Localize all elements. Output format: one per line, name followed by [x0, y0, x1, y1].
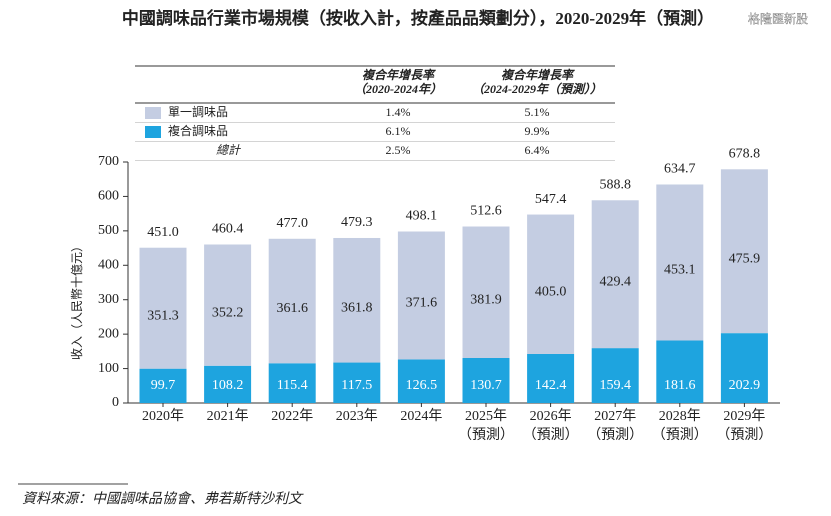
bar-segment	[591, 348, 639, 403]
bar-segment	[333, 237, 381, 363]
total-label: 547.4	[535, 192, 567, 207]
chart-title: 中國調味品行業市場規模（按收入計，按產品品類劃分），2020-2029年（預測）	[122, 8, 714, 28]
x-tick-label: 2029年	[723, 408, 765, 424]
value-label: 429.4	[599, 274, 631, 289]
bar-segment	[527, 353, 575, 403]
y-tick-label: 0	[112, 395, 119, 410]
bar-segment	[656, 340, 704, 403]
bar-segment	[397, 359, 445, 403]
bar-segment	[268, 363, 316, 403]
legend-swatch	[145, 126, 161, 138]
bar-segment	[656, 184, 704, 341]
total-label: 588.8	[599, 178, 631, 193]
bar-segment	[333, 362, 381, 403]
x-tick-label: （預測）	[587, 427, 643, 443]
x-tick-label: 2022年	[271, 408, 313, 424]
value-label: 159.4	[599, 378, 631, 393]
table-row-label: 總計	[216, 143, 241, 157]
x-tick-label: （預測）	[523, 427, 579, 443]
value-label: 117.5	[341, 378, 372, 393]
value-label: 453.1	[664, 263, 696, 278]
table-cell: 5.1%	[525, 105, 550, 119]
y-tick-label: 100	[98, 361, 119, 376]
bar-segment	[204, 244, 252, 366]
x-tick-label: 2023年	[336, 408, 378, 424]
x-tick-label: 2027年	[594, 408, 636, 424]
table-cell: 9.9%	[525, 124, 550, 138]
x-tick-label: 2025年	[465, 408, 507, 424]
legend-swatch	[145, 107, 161, 119]
value-label: 371.6	[406, 296, 438, 311]
bar-segment	[139, 247, 187, 369]
bar-segment	[268, 238, 316, 364]
source: 資料來源：中國調味品協會、弗若斯特沙利文	[22, 491, 304, 507]
bar-segment	[139, 368, 187, 403]
value-label: 99.7	[151, 378, 176, 393]
bar-segment	[462, 358, 510, 403]
value-label: 115.4	[277, 378, 308, 393]
bar-segment	[397, 231, 445, 360]
total-label: 678.8	[729, 147, 761, 162]
table-header: 複合年增長率	[362, 68, 436, 82]
bar-segment	[527, 214, 575, 354]
x-tick-label: 2026年	[530, 408, 572, 424]
table-cell: 6.1%	[386, 124, 411, 138]
value-label: 361.8	[341, 300, 373, 315]
value-label: 475.9	[729, 251, 761, 266]
table-header: （2024-2029年（預測））	[472, 82, 602, 96]
total-label: 460.4	[212, 222, 244, 237]
table-header: （2020-2024年）	[354, 82, 442, 96]
value-label: 126.5	[406, 378, 438, 393]
total-label: 477.0	[276, 216, 308, 231]
x-tick-label: （預測）	[652, 427, 708, 443]
bar-segment	[204, 365, 252, 403]
watermark: 格隆匯新股	[748, 11, 808, 26]
bar-segment	[591, 200, 639, 349]
y-axis-label: 收入（人民幣十億元）	[70, 240, 84, 360]
total-label: 634.7	[664, 162, 696, 177]
total-label: 479.3	[341, 215, 373, 230]
y-tick-label: 300	[98, 292, 119, 307]
y-tick-label: 600	[98, 189, 119, 204]
bar-segment	[720, 169, 768, 334]
table-cell: 2.5%	[386, 143, 411, 157]
y-tick-label: 400	[98, 258, 119, 273]
x-tick-label: 2021年	[207, 408, 249, 424]
y-tick-label: 700	[98, 154, 119, 169]
bar-segment	[462, 226, 510, 359]
y-tick-label: 200	[98, 326, 119, 341]
value-label: 108.2	[212, 378, 244, 393]
x-tick-label: 2020年	[142, 408, 184, 424]
legend-label: 單一調味品	[168, 105, 228, 119]
bar-segment	[720, 333, 768, 403]
value-label: 352.2	[212, 305, 244, 320]
x-tick-label: 2028年	[659, 408, 701, 424]
table-cell: 1.4%	[386, 105, 411, 119]
value-label: 181.6	[664, 378, 696, 393]
value-label: 381.9	[470, 292, 502, 307]
x-tick-label: （預測）	[458, 427, 514, 443]
y-tick-label: 500	[98, 223, 119, 238]
x-tick-label: 2024年	[400, 408, 442, 424]
total-label: 512.6	[470, 204, 502, 219]
value-label: 405.0	[535, 284, 567, 299]
legend-label: 複合調味品	[168, 123, 228, 138]
total-label: 498.1	[406, 209, 438, 224]
value-label: 130.7	[470, 378, 502, 393]
total-label: 451.0	[147, 225, 179, 240]
value-label: 202.9	[729, 378, 761, 393]
table-cell: 6.4%	[525, 143, 550, 157]
value-label: 361.6	[276, 301, 308, 316]
table-header: 複合年增長率	[501, 68, 575, 82]
x-tick-label: （預測）	[716, 427, 772, 443]
value-label: 351.3	[147, 308, 179, 323]
value-label: 142.4	[535, 378, 567, 393]
